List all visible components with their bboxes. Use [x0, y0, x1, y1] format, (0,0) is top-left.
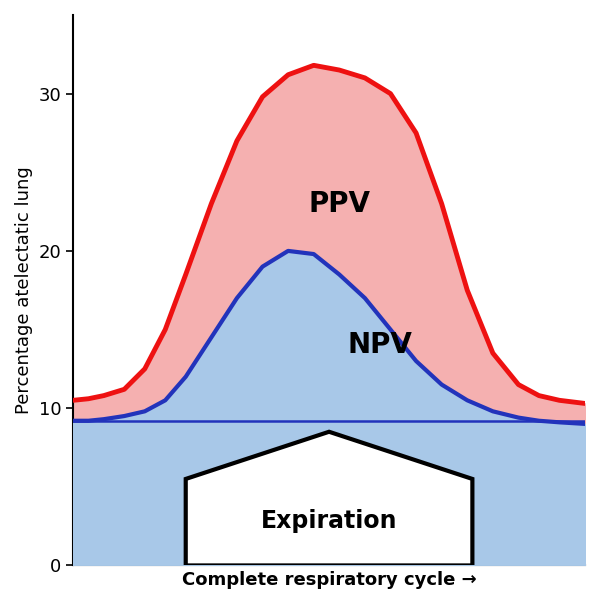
- X-axis label: Complete respiratory cycle →: Complete respiratory cycle →: [182, 571, 476, 589]
- Y-axis label: Percentage atelectatic lung: Percentage atelectatic lung: [15, 166, 33, 414]
- Text: Expiration: Expiration: [261, 509, 397, 533]
- Text: NPV: NPV: [348, 331, 413, 359]
- Text: PPV: PPV: [308, 190, 370, 217]
- Polygon shape: [186, 432, 472, 565]
